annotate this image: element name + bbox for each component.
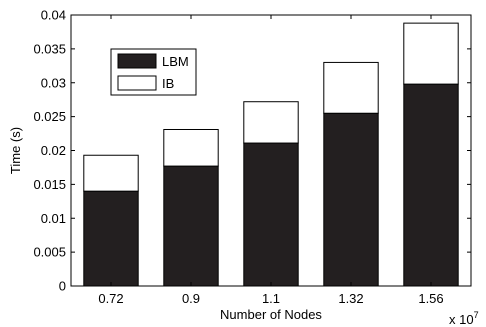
legend-label-ib: IB (162, 76, 174, 91)
y-tick-label: 0.03 (41, 75, 66, 90)
x-tick-label: 1.56 (418, 291, 443, 306)
legend-label-lbm: LBM (162, 54, 189, 69)
y-axis-label: Time (s) (8, 127, 23, 174)
bar-ib-1 (163, 128, 219, 167)
bars-group (83, 22, 459, 287)
y-tick-label: 0.015 (33, 177, 66, 192)
x-axis-multiplier-exponent: 7 (474, 310, 479, 320)
x-axis-ticks: 0.72 0.9 1.1 1.32 1.56 (98, 15, 444, 306)
bar-lbm-1 (163, 165, 219, 287)
x-tick-label: 0.72 (98, 291, 123, 306)
x-axis-multiplier-base: x 10 (449, 312, 474, 327)
y-tick-label: 0.035 (33, 41, 66, 56)
y-tick-label: 0.02 (41, 143, 66, 158)
y-axis-ticks: 0 0.005 0.01 0.015 0.02 0.025 0.03 0.035 0.04 (33, 8, 471, 294)
bar-ib-0 (83, 154, 139, 192)
y-tick-label: 0.025 (33, 109, 66, 124)
legend-swatch-lbm (117, 53, 157, 69)
bar-lbm-2 (243, 142, 299, 287)
x-axis-label: Number of Nodes (220, 307, 322, 322)
bar-lbm-0 (83, 190, 139, 287)
x-tick-label: 1.32 (338, 291, 363, 306)
bar-lbm-3 (323, 112, 379, 287)
bar-ib-2 (243, 101, 299, 144)
legend-swatch-ib (117, 75, 157, 91)
x-axis-multiplier: x 107 (449, 310, 479, 327)
plot-frame (70, 14, 472, 287)
bar-ib-3 (323, 61, 379, 114)
bar-ib-4 (403, 22, 459, 85)
x-tick-label: 1.1 (262, 291, 280, 306)
y-tick-label: 0 (59, 279, 66, 294)
y-tick-label: 0.01 (41, 211, 66, 226)
x-tick-label: 0.9 (182, 291, 200, 306)
y-tick-label: 0.005 (33, 245, 66, 260)
y-tick-label: 0.04 (41, 8, 66, 23)
legend: LBM IB (110, 48, 197, 96)
bar-lbm-4 (403, 83, 459, 287)
